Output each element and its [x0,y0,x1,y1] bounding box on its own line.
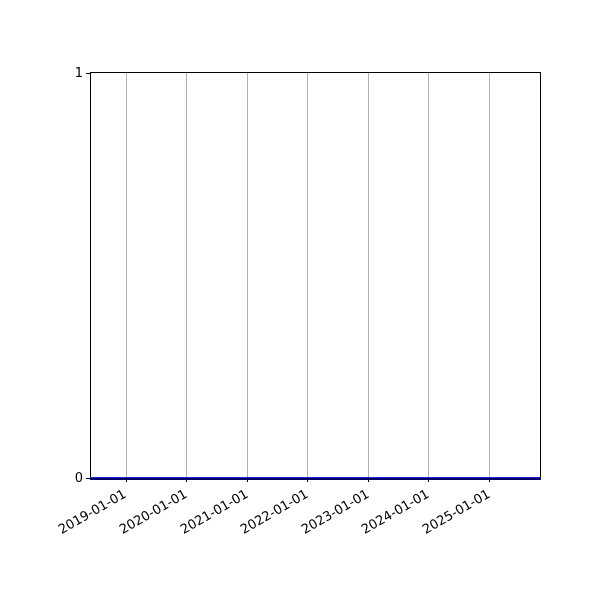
x-tick-label: 2023-01-01 [298,487,372,538]
data-line-zero [90,477,541,480]
x-tick-mark [125,478,127,482]
x-tick-mark [246,478,248,482]
x-gridline [246,73,248,478]
y-tick-label: 0 [74,471,83,486]
x-tick-mark [186,478,188,482]
x-tick-label: 2021-01-01 [177,487,251,538]
x-tick-mark [428,478,430,482]
x-tick-label: 2019-01-01 [56,487,130,538]
x-gridline [367,73,369,478]
y-tick-mark [86,73,90,74]
x-tick-label: 2020-01-01 [117,487,191,538]
y-tick-mark [86,478,90,479]
y-tick-label: 1 [74,66,83,81]
x-tick-label: 2025-01-01 [420,487,493,538]
x-gridline [488,73,490,478]
x-tick-mark [307,478,309,482]
x-tick-mark [367,478,369,482]
x-tick-label: 2022-01-01 [238,487,312,538]
x-tick-label: 2024-01-01 [359,487,433,538]
x-gridline [307,73,309,478]
plot-area: 2019-01-01 2020-01-01 2021-01-01 2022-01-01… [57,67,541,538]
x-gridline [125,73,127,478]
x-gridline [186,73,188,478]
x-tick-mark [488,478,490,482]
x-gridline [428,73,430,478]
